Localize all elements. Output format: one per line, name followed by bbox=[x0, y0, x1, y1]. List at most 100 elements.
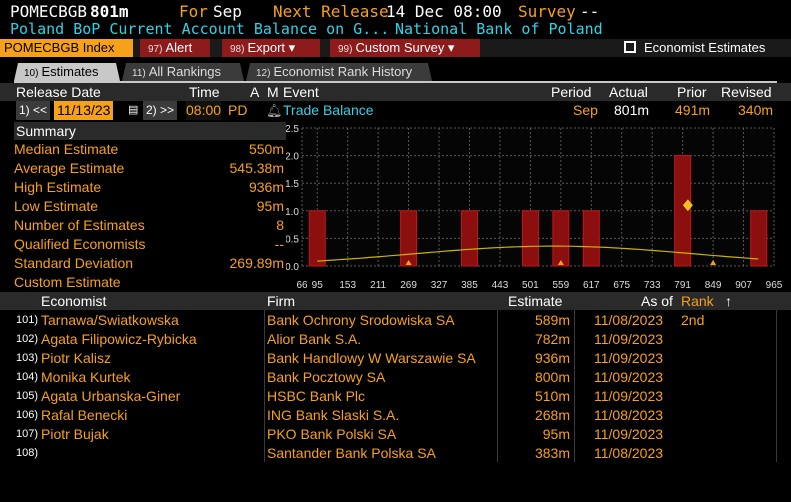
histogram-bar bbox=[582, 210, 600, 267]
x-tick-label: 95 bbox=[312, 280, 324, 291]
x-tick-label: 501 bbox=[522, 280, 539, 291]
summary-row: Low Estimate 95m bbox=[14, 197, 286, 216]
summary-row: Standard Deviation 269.89m bbox=[14, 254, 286, 273]
summary-row: Qualified Economists -- bbox=[14, 235, 286, 254]
economist-table-header: Economist Firm Estimate As of Rank ↑ bbox=[0, 292, 791, 310]
histogram-bar bbox=[308, 210, 326, 267]
histogram-bar bbox=[674, 155, 692, 267]
survey-value: -- bbox=[580, 2, 600, 21]
alert-button[interactable]: 97) Alert bbox=[140, 39, 210, 57]
col-as-of[interactable]: As of bbox=[641, 293, 673, 309]
export-button[interactable]: 98) Export ▾ bbox=[222, 39, 320, 57]
index-label: POMECBGB Index bbox=[4, 40, 115, 55]
row-number: 106) bbox=[16, 409, 39, 421]
table-row[interactable]: 104) Monika Kurtek Bank Pocztowy SA 800m 11/… bbox=[0, 368, 791, 387]
col-economist[interactable]: Economist bbox=[41, 293, 107, 309]
economist-estimates-button[interactable]: Economist Estimates bbox=[616, 39, 791, 57]
histogram-bar bbox=[400, 210, 418, 267]
summary-value: -- bbox=[274, 236, 284, 252]
col-firm[interactable]: Firm bbox=[267, 293, 295, 309]
col-divider bbox=[574, 310, 575, 462]
prev-release-button[interactable]: 1) << bbox=[16, 101, 51, 120]
x-tick-label: 211 bbox=[370, 280, 386, 291]
summary-row: Average Estimate 545.38m bbox=[14, 159, 286, 178]
sort-up-icon[interactable]: ↑ bbox=[725, 293, 732, 309]
summary-label: Qualified Economists bbox=[14, 236, 146, 252]
estimate-value: 95m bbox=[542, 426, 570, 442]
economist-name[interactable]: Rafal Benecki bbox=[41, 407, 128, 423]
table-row[interactable]: 101) Tarnawa/Swiatkowska Bank Ochrony Srod… bbox=[0, 311, 791, 330]
row-number: 105) bbox=[16, 390, 39, 402]
release-row: 1) << 11/13/23 ▤ 2) >> 08:00 PD 🔔︎ Trade… bbox=[0, 101, 791, 120]
economist-name[interactable]: Tarnawa/Swiatkowska bbox=[41, 312, 179, 328]
table-row[interactable]: 107) Piotr Bujak PKO Bank Polski SA 95m 11/0… bbox=[0, 425, 791, 444]
table-row[interactable]: 106) Rafal Benecki ING Bank Slaski S.A. 268… bbox=[0, 406, 791, 425]
x-tick-label: 675 bbox=[613, 280, 630, 291]
firm-name[interactable]: Alior Bank S.A. bbox=[267, 331, 362, 347]
col-divider bbox=[497, 310, 498, 462]
y-tick-label: 0.0 bbox=[286, 262, 299, 273]
as-of-date: 11/09/2023 bbox=[594, 369, 664, 385]
distribution-curve bbox=[317, 245, 759, 262]
security-header: POMECBGB 801m For Sep Next Release 14 De… bbox=[0, 2, 791, 21]
ticker: POMECBGB bbox=[10, 2, 88, 21]
summary-value: 8 bbox=[276, 217, 284, 233]
summary-row: Median Estimate 550m bbox=[14, 140, 286, 159]
firm-name[interactable]: Bank Ochrony Srodowiska SA bbox=[267, 312, 455, 328]
row-number: 102) bbox=[16, 333, 39, 345]
as-of-date: 11/09/2023 bbox=[594, 388, 664, 404]
as-of-date: 11/09/2023 bbox=[594, 426, 664, 442]
col-period: Period bbox=[551, 84, 592, 100]
tab-economist-rank-history[interactable]: 12) Economist Rank History bbox=[246, 63, 432, 81]
index-label-button[interactable]: POMECBGB Index bbox=[0, 39, 133, 57]
firm-name[interactable]: PKO Bank Polski SA bbox=[267, 426, 397, 442]
col-estimate[interactable]: Estimate bbox=[508, 293, 563, 309]
col-release-date: Release Date bbox=[16, 84, 101, 100]
x-tick-label: 849 bbox=[705, 280, 722, 291]
estimate-value: 268m bbox=[534, 407, 570, 423]
table-row[interactable]: 102) Agata Filipowicz-Rybicka Alior Bank S… bbox=[0, 330, 791, 349]
summary-row: High Estimate 936m bbox=[14, 178, 286, 197]
histogram-bar bbox=[521, 210, 539, 267]
col-divider bbox=[264, 310, 265, 462]
last-value: 801m bbox=[90, 2, 129, 21]
col-rank[interactable]: Rank bbox=[681, 293, 714, 309]
next-release-button[interactable]: 2) >> bbox=[143, 101, 178, 120]
summary-title: Summary bbox=[14, 122, 286, 140]
calendar-icon[interactable]: ▤ bbox=[128, 104, 139, 116]
firm-name[interactable]: Bank Pocztowy SA bbox=[267, 369, 386, 385]
table-row[interactable]: 105) Agata Urbanska-Giner HSBC Bank Plc 510… bbox=[0, 387, 791, 406]
description-text: Poland BoP Current Account Balance on G.… bbox=[10, 20, 390, 38]
firm-name[interactable]: ING Bank Slaski S.A. bbox=[267, 407, 400, 423]
release-event[interactable]: Trade Balance bbox=[283, 102, 374, 118]
tab-all-rankings[interactable]: 11) All Rankings bbox=[122, 63, 244, 81]
firm-name[interactable]: Bank Handlowy W Warszawie SA bbox=[267, 350, 476, 366]
economist-name[interactable]: Piotr Kalisz bbox=[41, 350, 112, 366]
tab-rank-history-num: 12) bbox=[256, 68, 271, 79]
estimate-value: 510m bbox=[534, 388, 570, 404]
table-row[interactable]: 108) Santander Bank Polska SA 383m 11/08/20… bbox=[0, 444, 791, 463]
alert-num: 97) bbox=[148, 44, 163, 55]
economist-name[interactable]: Agata Filipowicz-Rybicka bbox=[41, 331, 197, 347]
economist-name[interactable]: Monika Kurtek bbox=[41, 369, 131, 385]
row-number: 104) bbox=[16, 371, 39, 383]
table-row[interactable]: 103) Piotr Kalisz Bank Handlowy W Warszawi… bbox=[0, 349, 791, 368]
tab-rank-history-label: Economist Rank History bbox=[273, 64, 413, 79]
bell-icon[interactable]: 🔔︎ bbox=[266, 103, 283, 118]
economist-name[interactable]: Piotr Bujak bbox=[41, 426, 109, 442]
col-event: Event bbox=[283, 84, 319, 100]
custom-survey-num: 99) bbox=[338, 44, 353, 55]
release-prior: 491m bbox=[675, 102, 711, 118]
x-tick-label: 269 bbox=[400, 280, 417, 291]
custom-survey-button[interactable]: 99) Custom Survey ▾ bbox=[330, 39, 480, 57]
firm-name[interactable]: Santander Bank Polska SA bbox=[267, 445, 436, 461]
x-tick-label: 907 bbox=[735, 280, 752, 291]
release-date-field[interactable]: 11/13/23 bbox=[54, 101, 114, 120]
col-actual: Actual bbox=[609, 84, 648, 100]
summary-label: Number of Estimates bbox=[14, 217, 145, 233]
x-tick-label: 965 bbox=[766, 280, 783, 291]
economist-name[interactable]: Agata Urbanska-Giner bbox=[41, 388, 181, 404]
x-tick-label: 327 bbox=[431, 280, 448, 291]
tab-estimates[interactable]: 10) Estimates bbox=[14, 63, 120, 81]
firm-name[interactable]: HSBC Bank Plc bbox=[267, 388, 366, 404]
